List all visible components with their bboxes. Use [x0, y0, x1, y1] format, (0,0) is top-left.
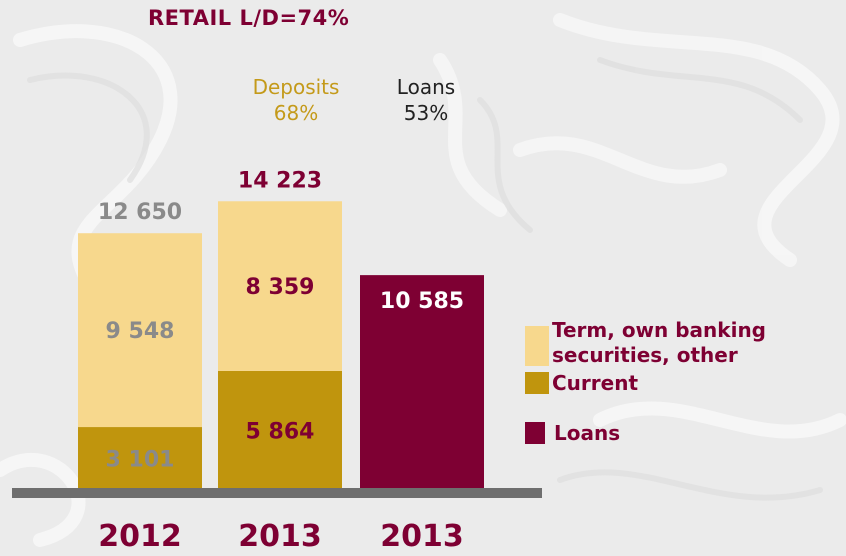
label-current-1: 5 864	[246, 419, 315, 444]
bar-term-1	[218, 201, 342, 371]
deposits-percent: 68%	[273, 101, 319, 125]
bar-current-1	[218, 370, 342, 490]
bar-current-0	[78, 427, 202, 490]
bar-term-0	[78, 233, 202, 428]
x-axis-baseline	[12, 488, 542, 498]
bar-loans-2	[360, 275, 484, 490]
legend-label-line: Current	[552, 371, 639, 395]
x-tick-2: 2013	[380, 519, 464, 554]
deposits-ratio-header: Deposits 68%	[248, 74, 344, 126]
legend-label-line: securities, other	[552, 343, 738, 367]
label-total-1: 14 223	[238, 168, 322, 193]
legend-swatch-loans	[525, 422, 545, 444]
label-term-1: 8 359	[246, 275, 315, 300]
deposits-label: Deposits	[252, 75, 340, 99]
label-current-0: 3 101	[106, 448, 175, 473]
legend-swatch-current	[525, 372, 549, 394]
legend-label-line: Loans	[554, 421, 621, 445]
legend-swatch-term	[525, 326, 549, 366]
label-term-0: 9 548	[106, 319, 175, 344]
label-loans-2: 10 585	[380, 289, 464, 314]
chart-title: RETAIL L/D=74%	[148, 6, 350, 30]
loans-percent: 53%	[403, 101, 449, 125]
legend-label-line: Term, own banking	[552, 318, 766, 342]
x-tick-1: 2013	[238, 519, 322, 554]
legend-label-loans: Loans	[554, 421, 620, 446]
loans-label: Loans	[396, 75, 456, 99]
legend-label-term: Term, own banking securities, other	[552, 318, 766, 368]
loans-ratio-header: Loans 53%	[376, 74, 476, 126]
x-tick-0: 2012	[98, 519, 182, 554]
label-total-0: 12 650	[98, 200, 182, 225]
legend-label-current: Current	[552, 371, 638, 396]
